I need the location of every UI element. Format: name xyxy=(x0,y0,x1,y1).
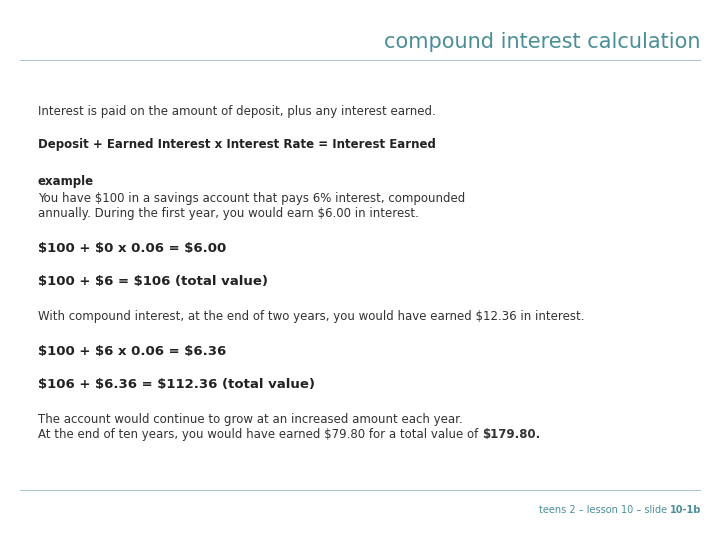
Text: The account would continue to grow at an increased amount each year.: The account would continue to grow at an… xyxy=(38,413,463,426)
Text: $100 + $6 = $106 (total value): $100 + $6 = $106 (total value) xyxy=(38,275,268,288)
Text: You have $100 in a savings account that pays 6% interest, compounded: You have $100 in a savings account that … xyxy=(38,192,465,205)
Text: $106 + $6.36 = $112.36 (total value): $106 + $6.36 = $112.36 (total value) xyxy=(38,378,315,391)
Text: Interest is paid on the amount of deposit, plus any interest earned.: Interest is paid on the amount of deposi… xyxy=(38,105,436,118)
Text: $179.80.: $179.80. xyxy=(482,428,540,441)
Text: compound interest calculation: compound interest calculation xyxy=(384,32,700,52)
Text: teens 2 – lesson 10 – slide: teens 2 – lesson 10 – slide xyxy=(539,505,670,515)
Text: 10-1b: 10-1b xyxy=(670,505,701,515)
Text: $100 + $6 x 0.06 = $6.36: $100 + $6 x 0.06 = $6.36 xyxy=(38,345,226,358)
Text: example: example xyxy=(38,175,94,188)
Text: $100 + $0 x 0.06 = $6.00: $100 + $0 x 0.06 = $6.00 xyxy=(38,242,226,255)
Text: annually. During the first year, you would earn $6.00 in interest.: annually. During the first year, you wou… xyxy=(38,207,419,220)
Text: At the end of ten years, you would have earned $79.80 for a total value of: At the end of ten years, you would have … xyxy=(38,428,482,441)
Text: With compound interest, at the end of two years, you would have earned $12.36 in: With compound interest, at the end of tw… xyxy=(38,310,585,323)
Text: Deposit + Earned Interest x Interest Rate = Interest Earned: Deposit + Earned Interest x Interest Rat… xyxy=(38,138,436,151)
